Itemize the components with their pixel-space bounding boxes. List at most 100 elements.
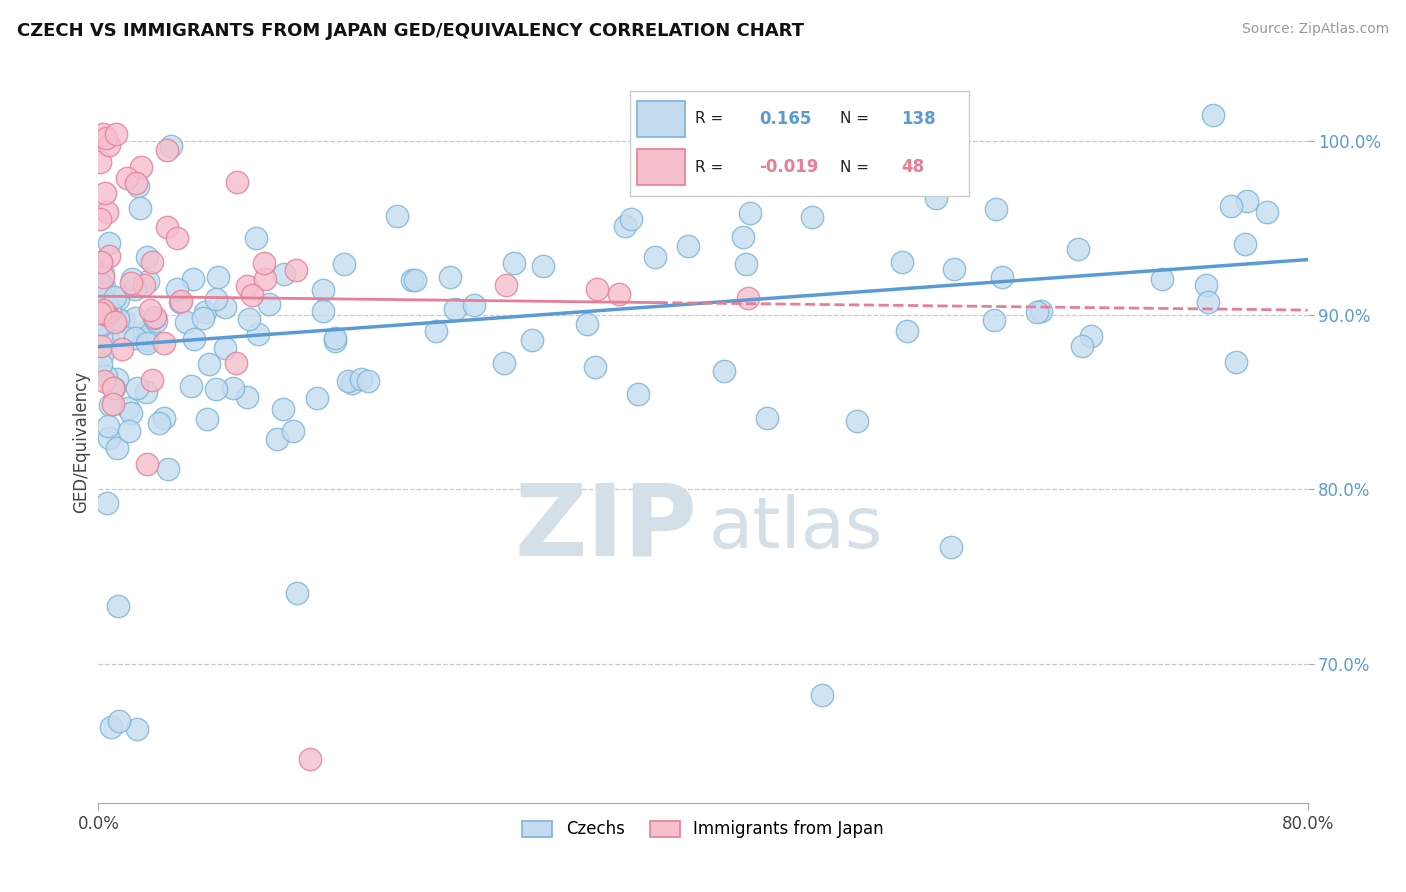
Point: [135, 385, 157, 400]
Point: [159, 139, 181, 153]
Point: [323, 334, 346, 348]
Point: [138, 323, 160, 337]
Point: [127, 178, 149, 193]
Point: [96, 204, 118, 219]
Point: [404, 273, 426, 287]
Point: [520, 333, 543, 347]
Point: [107, 292, 129, 306]
Point: [100, 720, 122, 734]
Point: [111, 327, 134, 342]
Point: [1202, 108, 1225, 122]
Point: [93, 375, 115, 389]
Point: [896, 325, 918, 339]
Point: [1026, 305, 1049, 319]
Point: [737, 291, 759, 305]
Point: [312, 304, 335, 318]
Point: [141, 373, 163, 387]
Point: [357, 374, 380, 388]
Point: [118, 424, 141, 438]
Point: [120, 276, 142, 290]
Point: [91, 127, 114, 141]
Point: [444, 301, 467, 316]
Point: [107, 599, 129, 613]
Point: [214, 341, 236, 355]
Point: [101, 381, 124, 395]
Point: [740, 206, 762, 220]
Text: CZECH VS IMMIGRANTS FROM JAPAN GED/EQUIVALENCY CORRELATION CHART: CZECH VS IMMIGRANTS FROM JAPAN GED/EQUIV…: [17, 22, 804, 40]
Point: [125, 722, 148, 736]
Point: [90, 348, 112, 362]
Point: [620, 212, 643, 227]
Point: [96, 329, 118, 343]
Point: [943, 262, 966, 277]
Point: [502, 255, 524, 269]
Point: [463, 298, 485, 312]
Point: [105, 372, 128, 386]
Point: [94, 186, 117, 200]
Point: [1197, 294, 1219, 309]
Point: [1225, 355, 1247, 369]
Point: [90, 357, 112, 371]
Point: [983, 313, 1005, 327]
Point: [93, 279, 115, 293]
Point: [253, 256, 276, 270]
Point: [1070, 339, 1092, 353]
Point: [135, 335, 157, 350]
Point: [91, 318, 114, 333]
Point: [925, 191, 948, 205]
Point: [156, 219, 179, 234]
Point: [108, 714, 131, 728]
Point: [174, 314, 197, 328]
Point: [801, 211, 824, 225]
Point: [98, 301, 121, 315]
Point: [1236, 194, 1258, 209]
Point: [145, 313, 167, 327]
Point: [226, 175, 249, 189]
Point: [205, 382, 228, 396]
Point: [124, 310, 146, 325]
Point: [1067, 243, 1090, 257]
Point: [1031, 303, 1053, 318]
Point: [284, 262, 307, 277]
Point: [136, 333, 159, 347]
Point: [1080, 329, 1102, 343]
Point: [94, 131, 117, 145]
Point: [90, 338, 112, 352]
Point: [340, 376, 363, 390]
Point: [991, 269, 1014, 284]
Point: [170, 294, 193, 309]
Point: [734, 257, 756, 271]
Point: [1195, 277, 1218, 292]
Point: [299, 752, 322, 766]
Point: [312, 283, 335, 297]
Point: [143, 310, 166, 325]
Point: [129, 201, 152, 215]
Point: [96, 368, 118, 383]
Point: [104, 289, 127, 303]
Point: [107, 312, 129, 326]
Point: [1152, 272, 1174, 286]
Point: [103, 380, 125, 394]
Point: [713, 363, 735, 377]
Point: [195, 412, 218, 426]
Point: [90, 254, 112, 268]
Point: [152, 410, 174, 425]
Point: [91, 267, 114, 281]
Point: [607, 286, 630, 301]
Point: [166, 231, 188, 245]
Point: [98, 235, 121, 250]
Point: [644, 251, 666, 265]
Point: [350, 372, 373, 386]
Point: [96, 308, 118, 322]
Point: [891, 254, 914, 268]
Point: [238, 311, 260, 326]
Point: [495, 278, 517, 293]
Point: [425, 324, 447, 338]
Point: [96, 496, 118, 510]
Point: [169, 294, 191, 309]
Point: [89, 155, 111, 169]
Point: [148, 416, 170, 430]
Text: ZIP: ZIP: [515, 480, 697, 577]
Point: [575, 317, 598, 331]
Point: [613, 219, 636, 233]
